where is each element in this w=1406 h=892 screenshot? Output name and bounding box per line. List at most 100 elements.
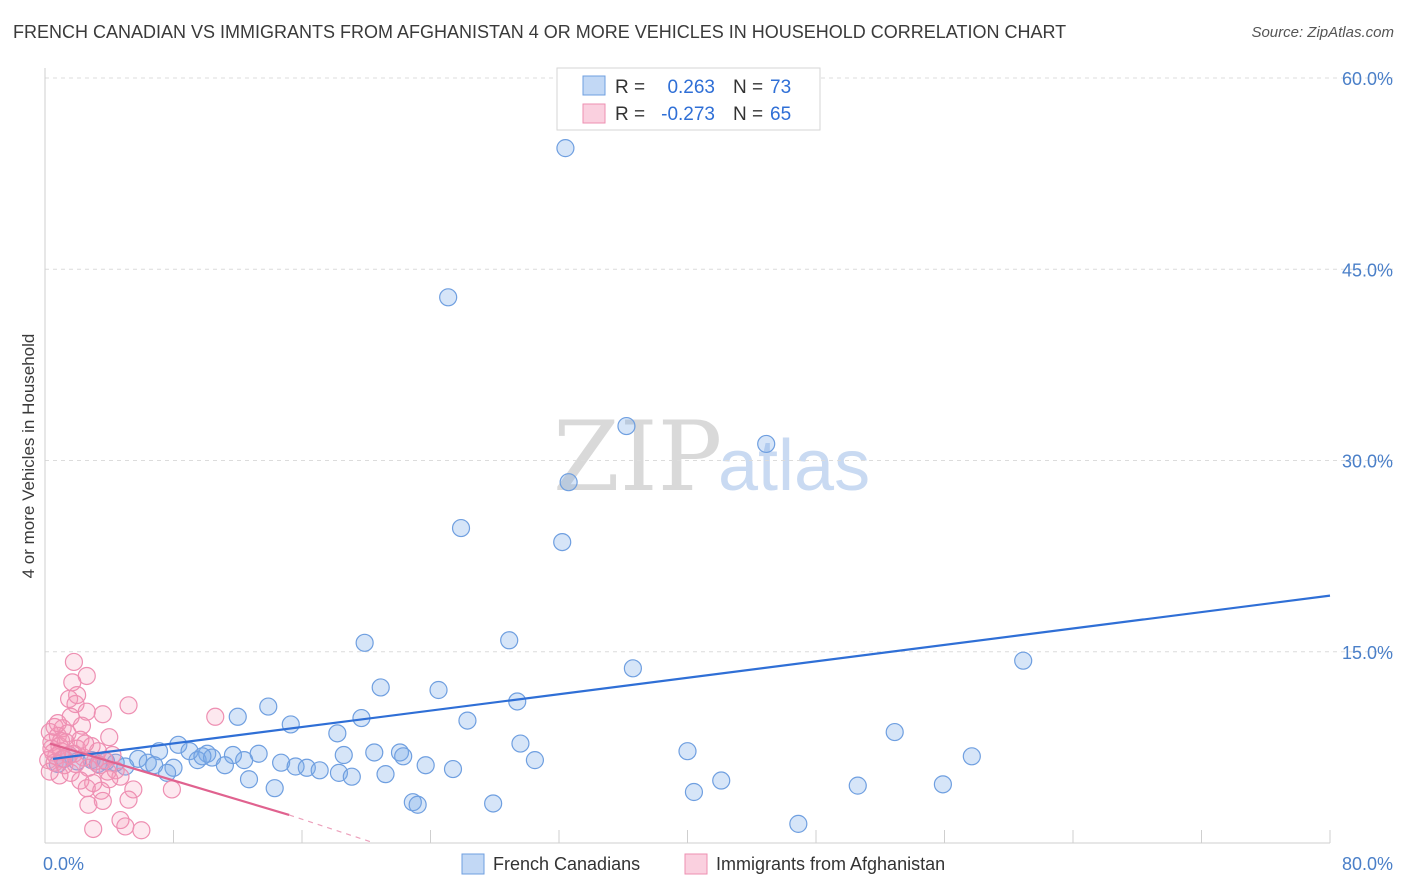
afghanistan-point xyxy=(48,714,67,733)
afghanistan-point xyxy=(93,705,112,724)
legend-top: R = 0.263 N = 73 R = -0.273 N = 65 xyxy=(556,67,821,131)
french-canadian-point xyxy=(623,659,642,678)
french-canadian-point xyxy=(416,756,435,775)
french-canadian-point xyxy=(443,759,463,779)
french-canadian-point xyxy=(355,633,374,652)
french-canadian-point xyxy=(394,747,413,766)
french-canadian-point xyxy=(885,722,904,742)
chart-title: FRENCH CANADIAN VS IMMIGRANTS FROM AFGHA… xyxy=(13,22,1067,42)
legend-bottom-label-pink: Immigrants from Afghanistan xyxy=(716,854,945,874)
y-tick-label: 60.0% xyxy=(1342,69,1393,89)
legend-swatch-pink xyxy=(582,103,606,124)
chart-source: Source: ZipAtlas.com xyxy=(1251,24,1394,41)
y-tick-label: 30.0% xyxy=(1342,452,1393,472)
afghanistan-point xyxy=(68,685,87,705)
afghanistan-point xyxy=(206,707,225,726)
legend-swatch-blue xyxy=(582,75,606,96)
grid-layer xyxy=(45,77,1393,653)
french-canadian-point xyxy=(259,697,278,716)
axis-layer: 15.0% 30.0% 45.0% 60.0% xyxy=(44,68,1393,844)
afghanistan-point xyxy=(98,762,117,781)
afghanistan-point xyxy=(84,819,103,839)
y-tick-label: 15.0% xyxy=(1342,643,1393,663)
french-canadian-point xyxy=(556,139,575,158)
french-canadian-point xyxy=(376,765,395,784)
legend-r-label-2: R = xyxy=(615,104,645,125)
afghanistan-point xyxy=(93,791,112,811)
afghanistan-point xyxy=(40,762,59,781)
french-canadian-point xyxy=(617,416,636,436)
afghanistan-point xyxy=(64,652,84,672)
french-canadian-point xyxy=(342,767,361,786)
x-tick-label-max: 80.0% xyxy=(1342,854,1393,874)
legend-top-frame xyxy=(556,67,821,131)
french-canadian-point xyxy=(403,793,422,812)
french-canadian-point xyxy=(193,747,212,766)
french-canadian-point xyxy=(484,794,503,813)
french-canadian-point xyxy=(272,753,291,772)
legend-bottom-label-blue: French Canadians xyxy=(493,854,640,874)
afghanistan-point xyxy=(116,817,135,836)
french-canadian-point xyxy=(239,770,259,789)
french-canadian-point xyxy=(684,782,704,802)
points-layer xyxy=(39,139,1033,840)
french-canadian-point xyxy=(228,707,247,726)
french-canadian-point xyxy=(215,756,234,775)
french-canadian-point xyxy=(933,775,952,794)
french-canadian-point xyxy=(429,680,448,700)
legend-bottom: French Canadians Immigrants from Afghani… xyxy=(461,853,945,875)
french-canadian-point xyxy=(408,795,427,814)
french-canadian-point xyxy=(365,743,384,762)
french-canadian-point xyxy=(789,814,808,833)
french-canadian-point xyxy=(439,288,458,307)
trendline-afghanistan-extension xyxy=(288,814,375,844)
afghanistan-point xyxy=(132,821,151,840)
french-canadian-point xyxy=(848,776,867,795)
trendline-afghanistan xyxy=(49,742,290,817)
trendline-french-canadians xyxy=(52,594,1331,760)
afghanistan-point xyxy=(100,770,119,789)
french-canadian-point xyxy=(712,771,731,790)
french-canadian-point xyxy=(235,751,254,770)
french-canadian-point xyxy=(678,742,697,761)
french-canadian-point xyxy=(458,711,477,730)
afghanistan-point xyxy=(124,780,143,799)
trend-layer xyxy=(49,594,1331,844)
afghanistan-point xyxy=(79,795,98,814)
afghanistan-point xyxy=(61,763,80,782)
french-canadian-point xyxy=(145,756,164,775)
french-canadian-point xyxy=(757,434,776,454)
french-canadian-point xyxy=(525,751,545,770)
x-tick-label-min: 0.0% xyxy=(43,854,84,874)
afghanistan-point xyxy=(119,696,138,715)
french-canadian-point xyxy=(553,532,572,552)
y-tick-label: 45.0% xyxy=(1342,260,1393,280)
french-canadian-point xyxy=(508,692,527,711)
french-canadian-point xyxy=(265,779,284,798)
afghanistan-point xyxy=(76,734,95,753)
afghanistan-point xyxy=(119,790,138,809)
french-canadian-point xyxy=(559,473,578,492)
watermark-atlas: atlas xyxy=(718,426,870,506)
french-canadian-point xyxy=(371,678,390,697)
legend-n-label-1: N = xyxy=(733,77,763,98)
french-canadian-point xyxy=(962,747,981,766)
legend-r-label-1: R = xyxy=(615,77,645,98)
french-canadian-point xyxy=(281,715,300,734)
afghanistan-point xyxy=(162,780,181,799)
legend-n-value-2: 65 xyxy=(770,104,791,125)
legend-n-value-1: 73 xyxy=(770,77,791,98)
watermark-zip: ZIP xyxy=(553,401,722,513)
french-canadian-point xyxy=(310,761,329,780)
legend-r-value-2: -0.273 xyxy=(661,104,715,125)
french-canadian-point xyxy=(328,724,347,743)
french-canadian-point xyxy=(500,631,519,650)
legend-bottom-swatch-blue xyxy=(461,853,485,875)
afghanistan-point xyxy=(100,728,119,747)
y-axis-label: 4 or more Vehicles in Household xyxy=(19,334,38,579)
french-canadian-point xyxy=(451,518,471,538)
french-canadian-point xyxy=(511,734,530,753)
french-canadian-point xyxy=(334,745,353,765)
legend-n-label-2: N = xyxy=(733,104,763,125)
